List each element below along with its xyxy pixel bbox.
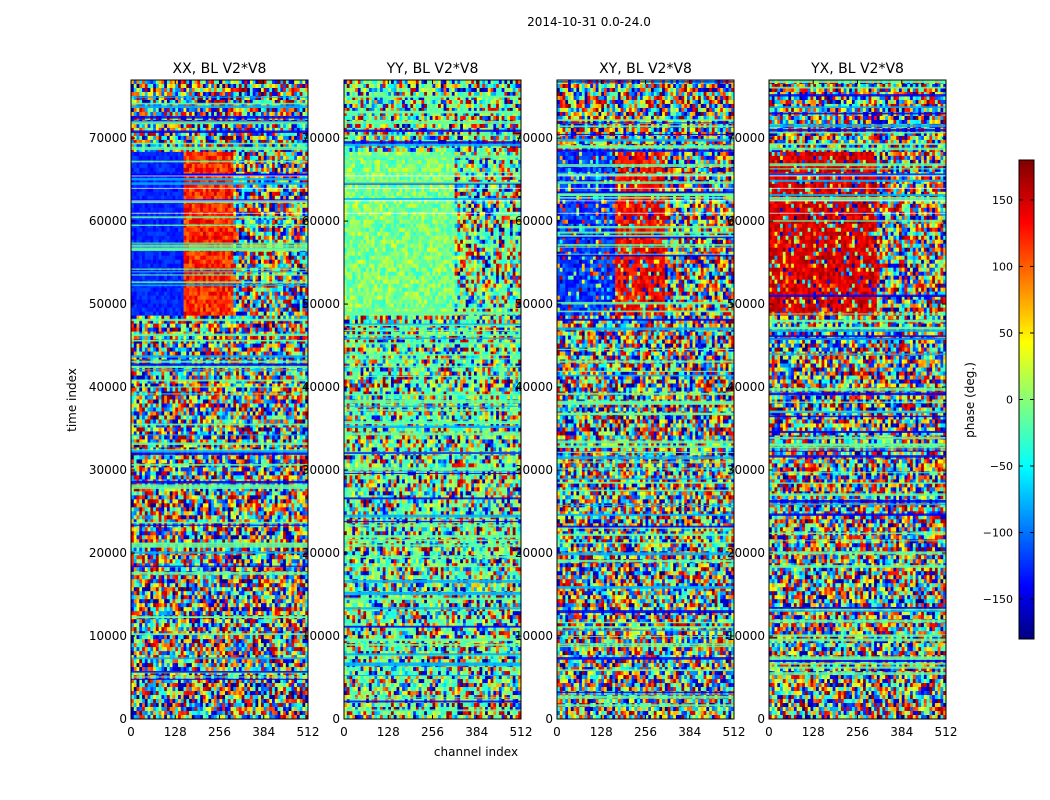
x-tick-label: 0 [340,725,348,739]
x-tick-label: 256 [846,725,869,739]
y-tick-label: 0 [332,712,340,726]
y-tick-label: 10000 [727,629,765,643]
y-tick-label: 20000 [302,546,340,560]
x-tick-label: 512 [723,725,746,739]
colorbar: 150 100 50 0 −50 −100 −150 [983,159,1035,640]
y-tick-label: 70000 [727,131,765,145]
y-tick-label: 30000 [727,463,765,477]
x-tick-label: 512 [297,725,320,739]
phase-heatmap-yx [769,80,946,719]
y-tick-label: 60000 [727,214,765,228]
x-axis-label: channel index [434,745,518,759]
panel-title: XY, BL V2*V8 [599,61,692,77]
y-tick-label: 60000 [515,214,553,228]
panel-title: XX, BL V2*V8 [173,61,267,77]
y-tick-label: 30000 [89,463,127,477]
colorbar-tick-label: 50 [999,327,1013,340]
panel-title: YY, BL V2*V8 [386,61,479,77]
y-tick-label: 20000 [515,546,553,560]
panel-yy: YY, BL V2*V8 0 128 256 384 512 0 10000 20000 3000… [302,61,533,739]
x-tick-label: 512 [935,725,958,739]
y-tick-label: 40000 [727,380,765,394]
colorbar-tick-label: 0 [1006,394,1013,407]
colorbar-tick-label: −50 [990,460,1013,473]
colorbar-tick-label: 150 [992,194,1013,207]
y-tick-label: 70000 [302,131,340,145]
y-tick-label: 0 [119,712,127,726]
x-tick-label: 128 [377,725,400,739]
x-tick-label: 512 [510,725,533,739]
colorbar-label: phase (deg.) [963,362,977,438]
x-tick-label: 128 [590,725,613,739]
x-tick-label: 384 [465,725,488,739]
panel-yx: YX, BL V2*V8 0 128 256 384 512 0 10000 20000 3000… [727,61,958,739]
y-tick-label: 0 [545,712,553,726]
panel-title: YX, BL V2*V8 [810,61,904,77]
y-tick-label: 10000 [515,629,553,643]
y-tick-label: 10000 [89,629,127,643]
y-tick-label: 50000 [515,297,553,311]
x-tick-label: 256 [634,725,657,739]
y-tick-label: 50000 [302,297,340,311]
x-tick-label: 256 [421,725,444,739]
y-tick-label: 20000 [727,546,765,560]
y-tick-label: 30000 [515,463,553,477]
y-tick-label: 50000 [89,297,127,311]
y-tick-label: 60000 [89,214,127,228]
y-tick-label: 70000 [515,131,553,145]
figure-title: 2014-10-31 0.0-24.0 [527,15,651,29]
colorbar-tick-label: 100 [992,260,1013,273]
y-tick-label: 10000 [302,629,340,643]
colorbar-tick-label: −100 [983,527,1013,540]
x-tick-label: 384 [252,725,275,739]
panel-xy: XY, BL V2*V8 0 128 256 384 512 0 10000 20000 3000… [515,61,746,739]
y-tick-label: 40000 [89,380,127,394]
y-tick-label: 0 [757,712,765,726]
x-tick-label: 384 [890,725,913,739]
x-tick-label: 128 [164,725,187,739]
x-tick-label: 0 [765,725,773,739]
y-axis-label: time index [65,368,79,432]
colorbar-tick-label: −150 [983,593,1013,606]
panel-xx: XX, BL V2*V8 0 128 256 384 512 0 10000 20000 3000… [89,61,320,739]
y-tick-label: 40000 [515,380,553,394]
y-tick-label: 60000 [302,214,340,228]
y-tick-label: 30000 [302,463,340,477]
x-tick-label: 0 [127,725,135,739]
y-tick-label: 40000 [302,380,340,394]
phase-heatmap-xy [557,80,734,719]
x-tick-label: 128 [802,725,825,739]
y-tick-label: 70000 [89,131,127,145]
x-tick-label: 384 [678,725,701,739]
phase-heatmap-xx [131,80,308,719]
x-tick-label: 0 [553,725,561,739]
phase-heatmap-yy [344,80,521,719]
y-tick-label: 50000 [727,297,765,311]
x-tick-label: 256 [208,725,231,739]
y-tick-label: 20000 [89,546,127,560]
